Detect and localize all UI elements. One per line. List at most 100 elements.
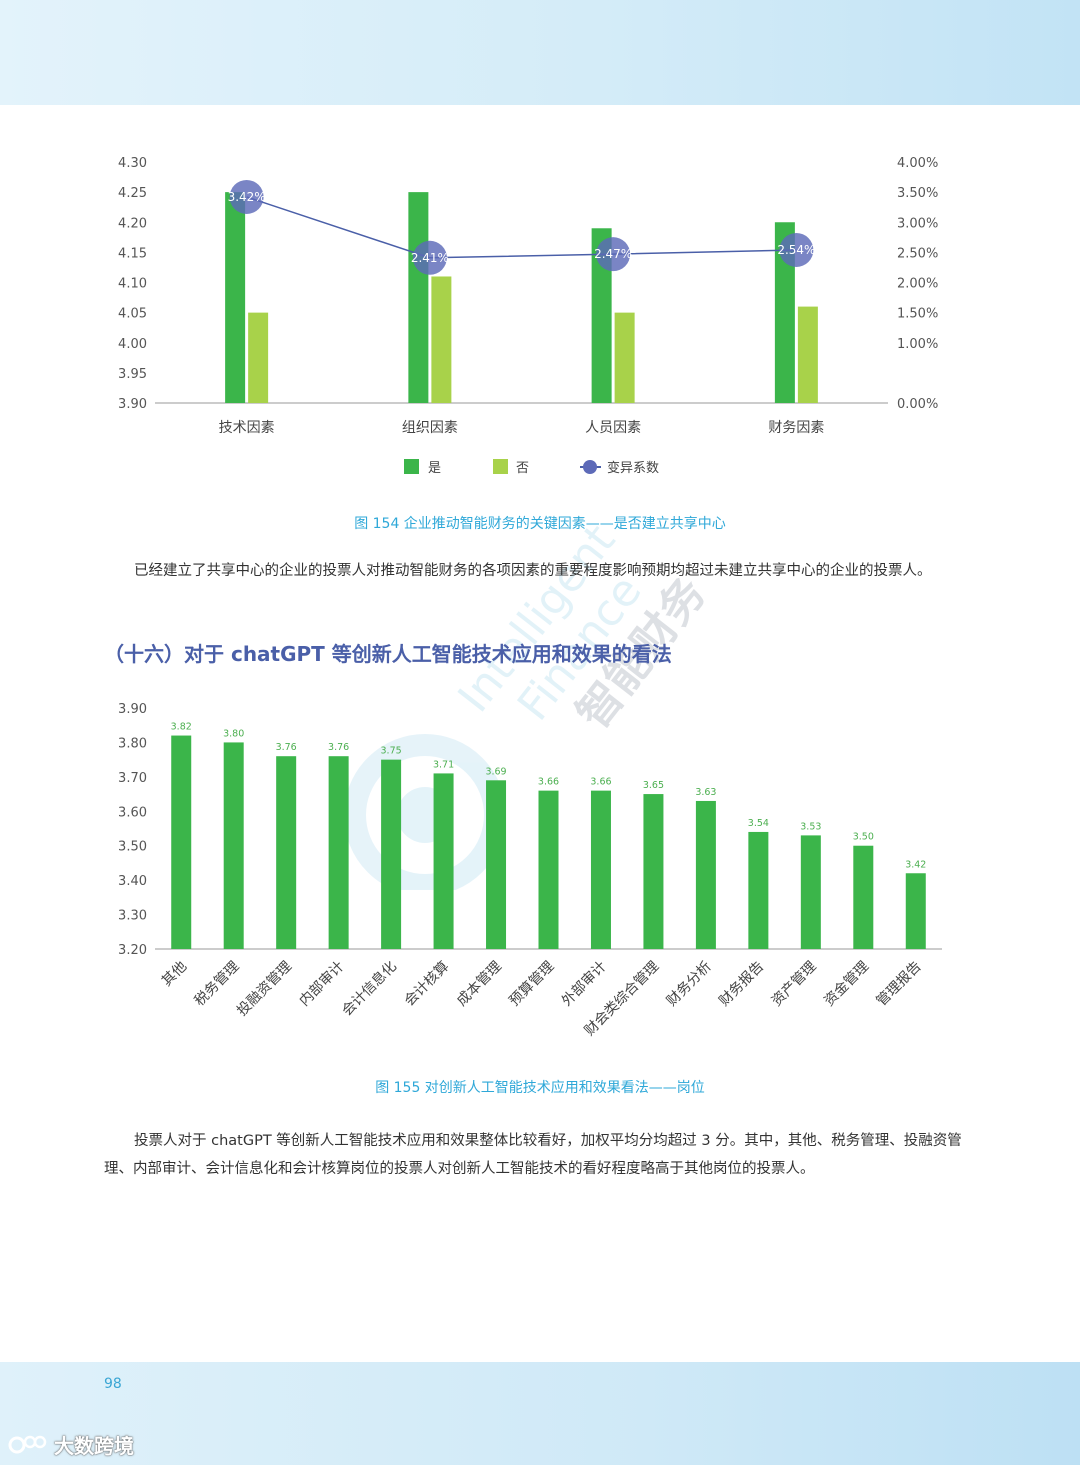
y-tick-label: 3.40 bbox=[118, 874, 147, 889]
bar-value bbox=[800, 835, 821, 949]
bar-data-label: 3.71 bbox=[433, 759, 454, 770]
legend-yes-swatch bbox=[404, 459, 419, 474]
y-tick-label: 3.90 bbox=[118, 702, 147, 717]
legend-variation-label: 变异系数 bbox=[607, 460, 659, 476]
bar-value bbox=[486, 780, 507, 949]
bar-data-label: 3.76 bbox=[276, 742, 297, 753]
bar-no bbox=[797, 306, 818, 403]
x-category-label: 技术因素 bbox=[219, 420, 275, 436]
y2-tick-label: 2.00% bbox=[897, 277, 938, 292]
chart-position-views: 3.90 3.80 3.70 3.60 3.50 3.40 3.30 3.20 3.82 其他 3.… bbox=[118, 702, 942, 1039]
y-tick-label: 4.30 bbox=[118, 156, 147, 171]
bar-no bbox=[614, 312, 635, 403]
x-category-label: 外部审计 bbox=[559, 959, 610, 1010]
bar-data-label: 3.76 bbox=[328, 742, 349, 753]
y-tick-label: 3.60 bbox=[118, 805, 147, 820]
bar-value bbox=[748, 831, 769, 949]
y-tick-label: 4.05 bbox=[118, 307, 147, 322]
x-category-label: 会计信息化 bbox=[338, 958, 400, 1020]
section-title: （十六）对于 chatGPT 等创新人工智能技术应用和效果的看法 bbox=[104, 642, 672, 666]
y-tick-label: 3.80 bbox=[118, 736, 147, 751]
bar-value bbox=[905, 873, 926, 949]
bar-data-label: 3.66 bbox=[538, 777, 559, 788]
point-variation bbox=[779, 232, 814, 267]
point-variation bbox=[229, 179, 264, 214]
bar-data-label: 3.42 bbox=[905, 859, 926, 870]
point-variation-label: 2.54% bbox=[777, 243, 815, 257]
x-category-label: 财务因素 bbox=[768, 420, 824, 436]
x-category-label: 组织因素 bbox=[402, 420, 458, 436]
point-variation-label: 2.47% bbox=[594, 247, 632, 261]
y2-tick-label: 1.50% bbox=[897, 307, 938, 322]
x-category-label: 人员因素 bbox=[585, 420, 641, 436]
bar-value bbox=[171, 735, 192, 949]
legend-no-swatch bbox=[493, 459, 508, 474]
y-tick-label: 4.00 bbox=[118, 337, 147, 352]
chart-key-factors: 4.30 4.25 4.20 4.15 4.10 4.05 4.00 3.95 3.90 4.00… bbox=[118, 156, 938, 476]
point-variation-label: 3.42% bbox=[228, 190, 266, 204]
bar-yes bbox=[408, 192, 429, 403]
y2-tick-label: 2.50% bbox=[897, 246, 938, 261]
point-variation-label: 2.41% bbox=[411, 251, 449, 265]
y-tick-label: 3.30 bbox=[118, 909, 147, 924]
bar-no bbox=[431, 276, 452, 403]
bar-yes bbox=[225, 192, 246, 403]
bar-value bbox=[276, 756, 297, 949]
x-category-label: 内部审计 bbox=[297, 959, 348, 1010]
bar-data-label: 3.63 bbox=[695, 787, 716, 798]
y-tick-label: 4.20 bbox=[118, 216, 147, 231]
legend-no-label: 否 bbox=[516, 461, 529, 476]
bar-data-label: 3.75 bbox=[381, 746, 402, 757]
y-tick-label: 3.20 bbox=[118, 943, 147, 958]
bar-data-label: 3.54 bbox=[748, 818, 769, 829]
y2-tick-label: 3.00% bbox=[897, 216, 938, 231]
bar-data-label: 3.65 bbox=[643, 780, 664, 791]
point-variation bbox=[596, 237, 631, 272]
y-tick-label: 4.25 bbox=[118, 186, 147, 201]
bar-yes bbox=[774, 222, 795, 403]
y-tick-label: 4.15 bbox=[118, 246, 147, 261]
bar-data-label: 3.82 bbox=[171, 722, 192, 733]
bar-value bbox=[853, 845, 874, 949]
y2-tick-label: 4.00% bbox=[897, 156, 938, 171]
bar-value bbox=[643, 794, 664, 949]
x-category-label: 资产管理 bbox=[769, 959, 820, 1010]
y2-tick-label: 3.50% bbox=[897, 186, 938, 201]
paragraph-2: 投票人对于 chatGPT 等创新人工智能技术应用和效果整体比较看好，加权平均分… bbox=[104, 1133, 962, 1177]
y-tick-label: 3.70 bbox=[118, 771, 147, 786]
bar-value bbox=[223, 742, 244, 949]
x-category-label: 其他 bbox=[159, 959, 190, 990]
y-tick-label: 3.50 bbox=[118, 840, 147, 855]
x-category-label: 财务报告 bbox=[716, 959, 767, 1010]
x-category-label: 资金管理 bbox=[821, 959, 872, 1010]
bar-value bbox=[381, 759, 402, 949]
figure-154-caption: 图 154 企业推动智能财务的关键因素——是否建立共享中心 bbox=[354, 516, 726, 532]
x-category-label: 财务分析 bbox=[664, 959, 715, 1010]
y-tick-label: 3.90 bbox=[118, 397, 147, 412]
paragraph-1: 已经建立了共享中心的企业的投票人对推动智能财务的各项因素的重要程度影响预期均超过… bbox=[134, 563, 932, 579]
page-number: 98 bbox=[104, 1376, 122, 1392]
bar-data-label: 3.53 bbox=[800, 821, 821, 832]
bar-data-label: 3.50 bbox=[853, 832, 874, 843]
bar-no bbox=[248, 312, 269, 403]
x-category-label: 管理报告 bbox=[874, 959, 925, 1010]
x-category-label: 税务管理 bbox=[192, 959, 243, 1010]
header-band bbox=[0, 0, 1080, 105]
legend-yes-label: 是 bbox=[428, 461, 441, 476]
bar-value bbox=[590, 790, 611, 949]
bar-value bbox=[328, 756, 349, 949]
x-category-label: 预算管理 bbox=[506, 959, 557, 1010]
bar-value bbox=[538, 790, 559, 949]
y2-tick-label: 1.00% bbox=[897, 337, 938, 352]
point-variation bbox=[412, 240, 447, 275]
line-variation bbox=[246, 196, 797, 259]
y-tick-label: 4.10 bbox=[118, 277, 147, 292]
bar-value bbox=[433, 773, 454, 949]
bar-yes bbox=[591, 228, 612, 403]
brand-mark: 大数跨境 bbox=[8, 1430, 134, 1459]
bar-data-label: 3.66 bbox=[590, 777, 611, 788]
bar-data-label: 3.80 bbox=[223, 728, 244, 739]
bar-data-label: 3.69 bbox=[485, 766, 506, 777]
x-category-label: 会计核算 bbox=[401, 959, 452, 1010]
x-category-label: 成本管理 bbox=[454, 959, 505, 1010]
